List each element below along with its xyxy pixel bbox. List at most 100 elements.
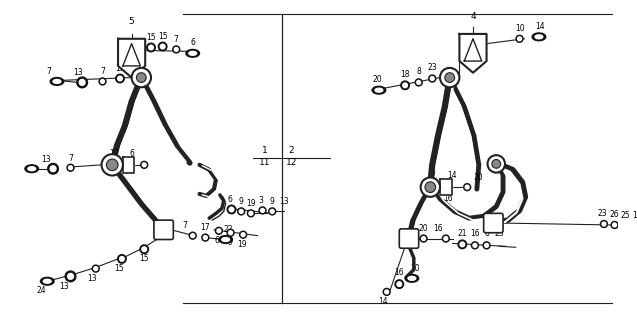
Ellipse shape xyxy=(408,276,416,280)
Circle shape xyxy=(136,73,146,83)
Ellipse shape xyxy=(28,167,36,171)
Text: 23: 23 xyxy=(597,209,607,218)
Ellipse shape xyxy=(222,237,229,242)
Circle shape xyxy=(444,236,448,241)
Text: 13: 13 xyxy=(59,282,69,291)
Circle shape xyxy=(602,222,606,226)
Text: 16: 16 xyxy=(394,268,404,277)
Text: 13: 13 xyxy=(73,68,83,77)
Circle shape xyxy=(99,78,106,85)
Text: 6: 6 xyxy=(215,236,219,245)
Circle shape xyxy=(79,79,85,85)
Ellipse shape xyxy=(372,86,386,94)
Text: 13: 13 xyxy=(87,274,97,283)
Circle shape xyxy=(613,223,617,227)
Circle shape xyxy=(106,159,118,171)
Circle shape xyxy=(458,240,466,249)
Circle shape xyxy=(68,274,73,279)
Circle shape xyxy=(118,76,122,81)
Circle shape xyxy=(385,290,389,294)
Text: 20: 20 xyxy=(474,173,483,182)
Text: 12: 12 xyxy=(286,158,297,167)
Circle shape xyxy=(485,244,489,247)
Circle shape xyxy=(229,207,234,212)
Text: 24: 24 xyxy=(36,286,47,295)
Circle shape xyxy=(227,229,234,236)
Text: 19: 19 xyxy=(246,199,255,208)
Circle shape xyxy=(425,182,436,193)
FancyBboxPatch shape xyxy=(154,220,173,240)
Text: 26: 26 xyxy=(610,210,619,219)
Circle shape xyxy=(247,210,254,217)
Circle shape xyxy=(397,282,401,286)
Polygon shape xyxy=(118,39,145,77)
Circle shape xyxy=(431,76,434,80)
Circle shape xyxy=(440,68,459,87)
Circle shape xyxy=(401,81,410,90)
Circle shape xyxy=(492,159,501,168)
Circle shape xyxy=(175,47,178,52)
Ellipse shape xyxy=(189,52,197,55)
Circle shape xyxy=(229,231,233,235)
Ellipse shape xyxy=(25,165,38,172)
Text: 18: 18 xyxy=(400,70,410,79)
Circle shape xyxy=(141,161,148,168)
Circle shape xyxy=(48,164,59,174)
Text: 6: 6 xyxy=(129,149,134,158)
Circle shape xyxy=(147,43,155,52)
Text: 7: 7 xyxy=(47,67,52,76)
Text: 20: 20 xyxy=(411,264,420,273)
Circle shape xyxy=(159,42,167,51)
Polygon shape xyxy=(459,34,487,73)
Circle shape xyxy=(132,68,151,87)
Circle shape xyxy=(473,244,477,247)
Circle shape xyxy=(116,74,124,83)
Ellipse shape xyxy=(632,224,637,228)
Text: 16: 16 xyxy=(443,194,452,203)
FancyBboxPatch shape xyxy=(399,229,419,248)
Ellipse shape xyxy=(405,275,419,282)
Circle shape xyxy=(190,234,195,237)
Text: 4: 4 xyxy=(470,12,476,21)
Text: 20: 20 xyxy=(372,75,382,84)
Text: 6: 6 xyxy=(190,38,195,47)
Circle shape xyxy=(148,45,154,50)
Circle shape xyxy=(77,77,87,88)
Text: 15: 15 xyxy=(147,33,156,42)
Circle shape xyxy=(464,184,471,191)
Circle shape xyxy=(50,166,56,172)
Circle shape xyxy=(101,154,123,175)
Text: 14: 14 xyxy=(535,22,545,31)
Text: 13: 13 xyxy=(279,197,289,206)
Circle shape xyxy=(261,209,264,212)
Circle shape xyxy=(601,220,608,228)
Circle shape xyxy=(173,46,180,53)
Circle shape xyxy=(383,288,390,295)
Text: 8: 8 xyxy=(484,229,489,238)
Text: 15: 15 xyxy=(114,264,124,273)
Polygon shape xyxy=(440,180,452,195)
Circle shape xyxy=(118,255,126,263)
Circle shape xyxy=(69,166,73,170)
Circle shape xyxy=(518,37,522,41)
Polygon shape xyxy=(123,157,134,172)
Circle shape xyxy=(465,185,469,189)
Circle shape xyxy=(621,222,629,230)
Text: 8: 8 xyxy=(417,67,421,76)
Circle shape xyxy=(238,208,245,215)
Circle shape xyxy=(415,79,422,86)
Circle shape xyxy=(269,208,276,215)
Circle shape xyxy=(189,232,196,239)
Text: 14: 14 xyxy=(378,297,387,306)
Circle shape xyxy=(420,178,440,197)
Circle shape xyxy=(471,242,478,249)
Text: 11: 11 xyxy=(259,158,270,167)
Circle shape xyxy=(623,224,627,228)
Circle shape xyxy=(422,236,426,241)
Circle shape xyxy=(92,265,99,272)
Circle shape xyxy=(460,242,464,247)
Text: 6: 6 xyxy=(227,195,232,204)
Ellipse shape xyxy=(629,222,637,230)
Circle shape xyxy=(395,280,404,288)
Ellipse shape xyxy=(50,77,64,85)
